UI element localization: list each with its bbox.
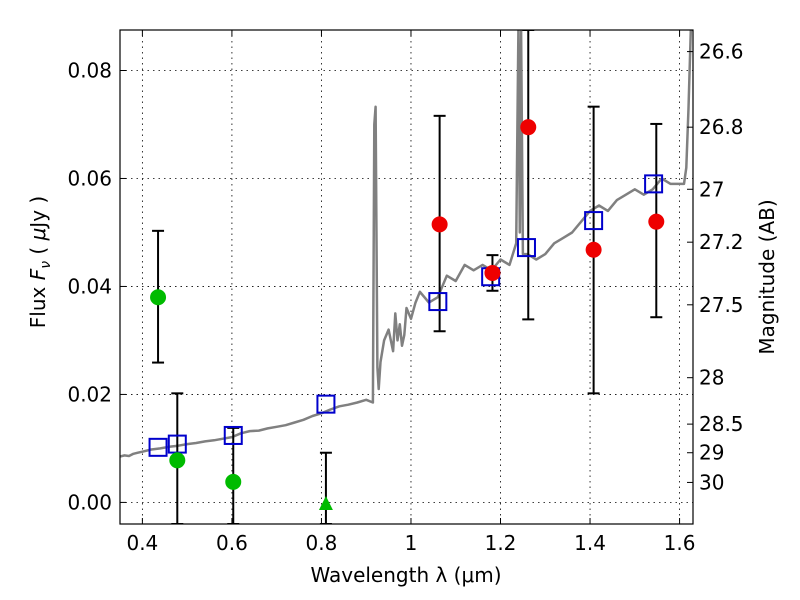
- data-point-marker: [648, 213, 665, 230]
- y-axis-right: 26.6 26.8 27 27.2 27.5 28 28.5 29 30: [687, 40, 744, 494]
- data-point-marker: [169, 452, 186, 469]
- data-point-marker: [150, 289, 167, 306]
- x-tick-label: 0.8: [306, 531, 338, 555]
- y-axis-label: Flux Fν ( μJy ): [26, 196, 54, 328]
- model-square-marker: [223, 425, 243, 445]
- y-tick-label: 0.04: [67, 274, 112, 298]
- model-square-marker: [428, 292, 448, 312]
- x-tick-label: 0.4: [126, 531, 158, 555]
- spectrum-line: [120, 30, 693, 458]
- y-tick-label: 0.06: [67, 166, 112, 190]
- upper-limit-marker: [318, 496, 333, 511]
- model-square-marker: [644, 174, 664, 194]
- mag-tick-label: 30: [699, 470, 724, 494]
- y2-axis-label: Magnitude (AB): [755, 199, 779, 354]
- spectrum-layer: [120, 30, 693, 458]
- model-square-marker: [516, 238, 536, 258]
- x-tick-label: 1.4: [574, 531, 606, 555]
- model-square-marker: [148, 437, 168, 457]
- model-square-marker: [316, 394, 336, 414]
- mag-tick-label: 26.6: [699, 40, 744, 64]
- x-tick-label: 1.6: [664, 531, 696, 555]
- data-point-marker: [431, 216, 448, 233]
- y-axis-left: 0.00 0.02 0.04 0.06 0.08: [67, 58, 126, 514]
- data-point-marker: [520, 119, 537, 136]
- mag-tick-label: 27.5: [699, 293, 744, 317]
- x-axis: 0.4 0.6 0.8 1 1.2 1.4 1.6: [126, 30, 695, 555]
- y-tick-label: 0.08: [67, 58, 112, 82]
- y-tick-label: 0.00: [67, 490, 112, 514]
- data-point-marker: [225, 473, 242, 490]
- y-tick-label: 0.02: [67, 382, 112, 406]
- mag-tick-label: 27.2: [699, 230, 744, 254]
- x-tick-label: 1: [405, 531, 418, 555]
- model-square-marker: [584, 211, 604, 231]
- marker-layer: [148, 119, 665, 511]
- plot-area: [120, 30, 693, 524]
- plot-frame: [119, 29, 694, 525]
- grid: [120, 30, 693, 524]
- x-tick-label: 0.6: [216, 531, 248, 555]
- mag-tick-label: 27: [699, 177, 724, 201]
- x-axis-label: Wavelength λ (μm): [310, 563, 501, 587]
- mag-tick-label: 29: [699, 441, 724, 465]
- x-tick-label: 1.2: [485, 531, 517, 555]
- data-point-marker: [484, 264, 501, 281]
- mag-tick-label: 28.5: [699, 412, 744, 436]
- mag-tick-label: 28: [699, 366, 724, 390]
- data-point-marker: [585, 241, 602, 258]
- mag-tick-label: 26.8: [699, 115, 744, 139]
